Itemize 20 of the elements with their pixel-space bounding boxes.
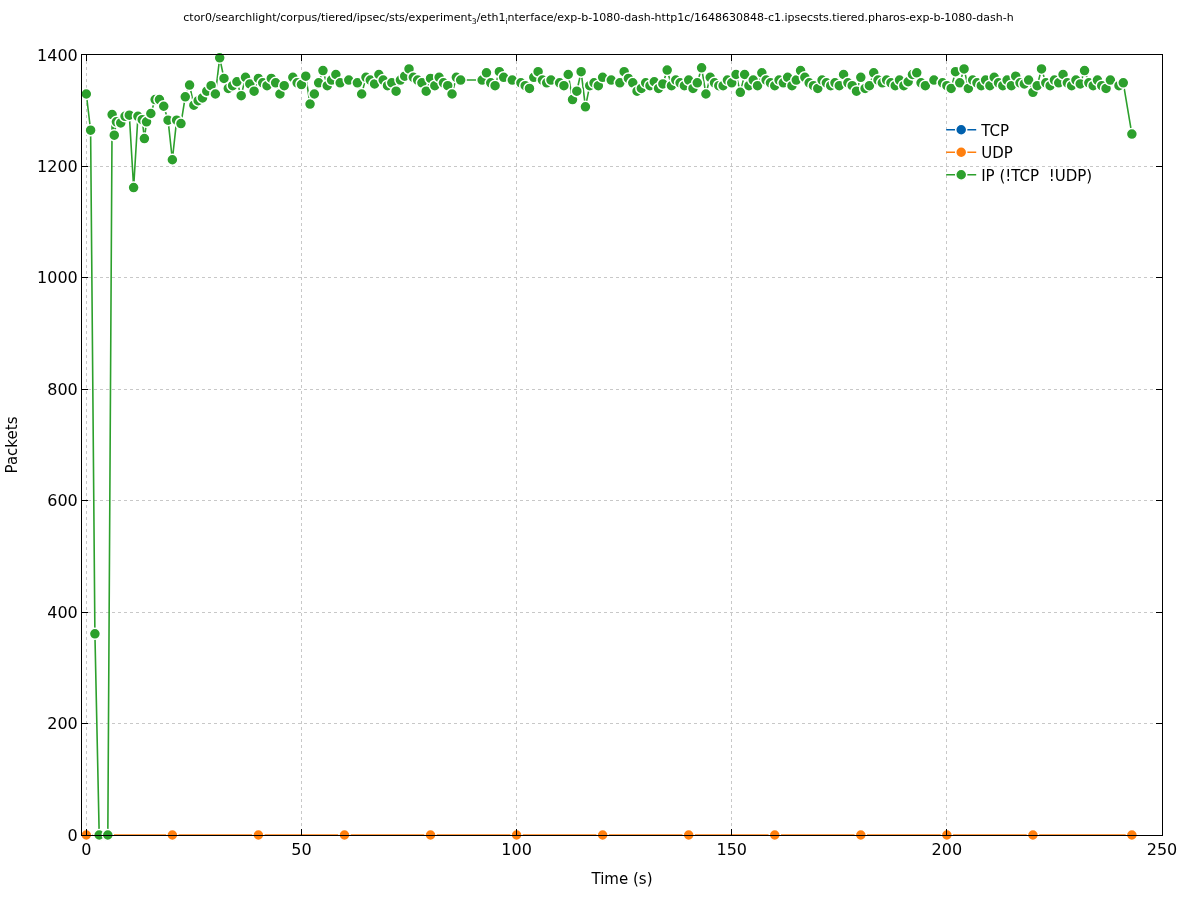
y-tick-label: 1000 <box>37 268 78 288</box>
x-tick-label: 100 <box>501 840 532 860</box>
y-tick-label: 400 <box>47 602 78 622</box>
y-tick-label: 1200 <box>37 157 78 177</box>
x-tick-label: 250 <box>1146 840 1178 860</box>
x-tick-label: 200 <box>931 840 963 860</box>
x-axis-title: Time (s) <box>590 870 653 889</box>
x-tick-label: 50 <box>291 840 312 860</box>
x-tick-label: 0 <box>81 840 92 860</box>
y-tick-label: 0 <box>67 825 78 845</box>
y-axis-title: Packets <box>3 416 22 474</box>
y-tick-label: 800 <box>47 379 78 399</box>
y-tick-label: 200 <box>47 714 78 734</box>
legend-label: TCP <box>980 121 1010 140</box>
legend-label: IP (!TCP !UDP) <box>981 166 1093 185</box>
chart-title: ctor0/searchlight/corpus/tiered/ipsec/sts/experiment$_{3}$/eth1$_{i}$nterface/exp-b-1080-dash-http1c/1648630848-c1.ipsecsts.tiered.pharos-exp-b-1080-dash-h <box>183 11 1014 26</box>
y-tick-label: 1400 <box>37 45 78 65</box>
legend-label: UDP <box>981 144 1013 163</box>
y-tick-label: 600 <box>47 491 78 511</box>
x-tick-label: 150 <box>716 840 747 860</box>
